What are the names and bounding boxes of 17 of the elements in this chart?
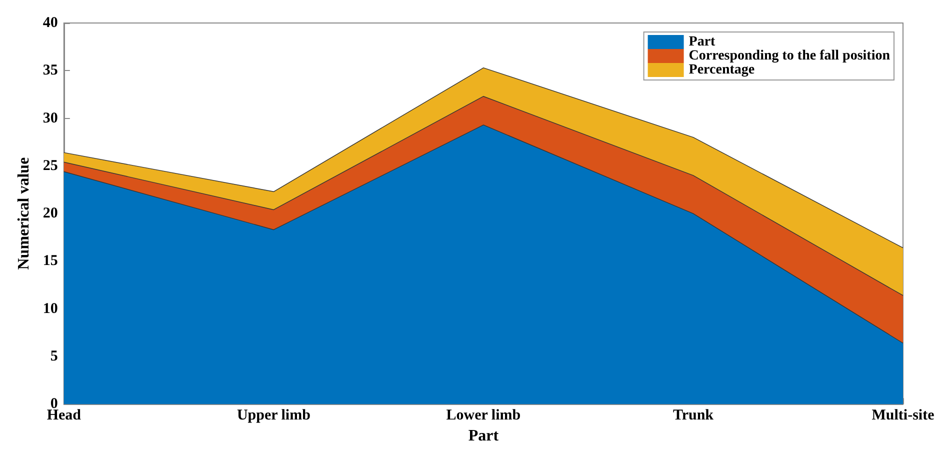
y-tick-label: 25: [42, 158, 58, 174]
y-axis-title: Numerical value: [16, 157, 32, 270]
y-tick-label: 20: [42, 206, 58, 222]
y-tick-label: 10: [42, 300, 58, 317]
x-tick-label: Upper limb: [236, 408, 310, 424]
legend-label: Corresponding to the fall position: [688, 48, 890, 64]
y-tick-label: 30: [42, 110, 58, 126]
y-tick-label: 5: [50, 348, 58, 364]
x-tick-label: Lower limb: [446, 408, 521, 424]
y-tick-label: 40: [42, 15, 58, 31]
legend-label: Part: [688, 34, 716, 50]
x-tick-label: Trunk: [672, 408, 714, 424]
x-axis-title: Part: [468, 428, 500, 444]
x-tick-label: Multi-site: [872, 408, 935, 424]
y-tick-label: 35: [42, 62, 58, 79]
legend-label: Percentage: [688, 62, 755, 78]
y-tick-label: 15: [42, 253, 58, 270]
